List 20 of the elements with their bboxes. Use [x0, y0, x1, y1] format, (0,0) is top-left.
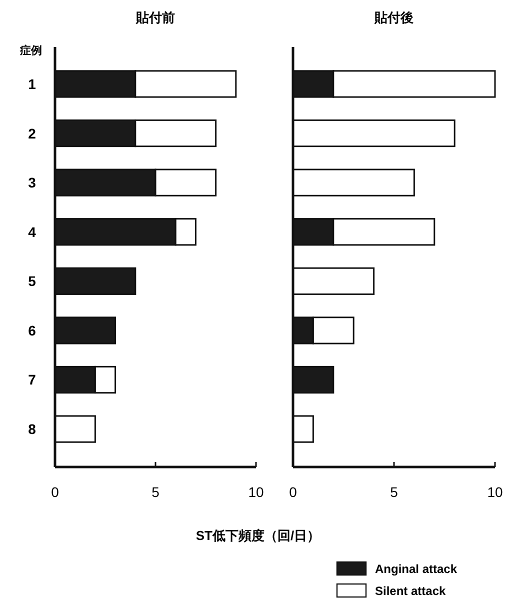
y-tick-label: 8: [28, 421, 36, 438]
y-tick-label: 3: [28, 174, 36, 191]
x-tick-label: 0: [289, 484, 298, 500]
y-tick-label: 1: [28, 76, 36, 92]
y-tick-label: 6: [28, 322, 36, 338]
x-axis-title: ST低下頻度（回/日）: [196, 528, 320, 543]
x-tick-label: 0: [51, 484, 60, 500]
legend-label: Silent attack: [375, 584, 446, 598]
chart-title: 貼付前: [135, 10, 175, 25]
y-tick-label: 2: [28, 125, 36, 142]
x-tick-label: 5: [152, 484, 160, 500]
x-tick-label: 10: [487, 484, 503, 500]
y-tick-label: 5: [28, 273, 36, 290]
chart-title: 貼付後: [374, 10, 414, 25]
y-axis-title: 症例: [19, 44, 42, 57]
x-tick-label: 5: [390, 484, 398, 500]
x-tick-label: 10: [248, 484, 264, 500]
y-tick-label: 4: [28, 224, 36, 240]
y-tick-label: 7: [28, 372, 36, 388]
legend-label: Anginal attack: [375, 562, 458, 576]
